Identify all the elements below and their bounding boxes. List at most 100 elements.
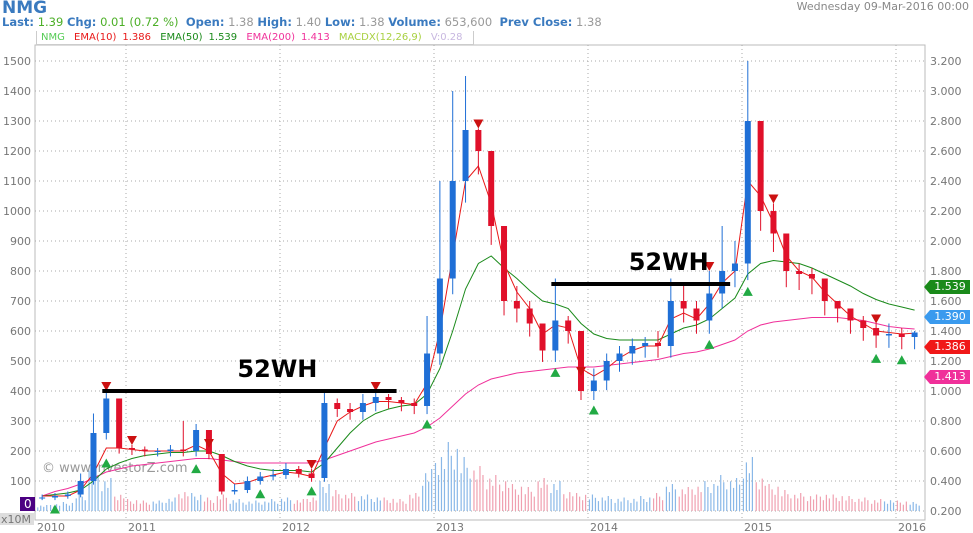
volume-bar — [588, 499, 591, 511]
volume-bar — [312, 497, 314, 511]
candle-body — [270, 475, 277, 477]
volume-bar — [283, 501, 286, 511]
volume-bar — [502, 491, 504, 511]
candle-body — [578, 331, 585, 391]
volume-bar — [636, 501, 638, 511]
volume-value: 653,600 — [444, 15, 493, 29]
volume-bar — [142, 500, 144, 511]
volume-bar — [84, 500, 86, 511]
volume-bar — [845, 500, 847, 511]
legend-ema50: EMA(50) — [160, 32, 203, 43]
candle-body — [372, 397, 379, 403]
volume-bar — [473, 470, 475, 511]
legend-symbol: NMG — [41, 32, 65, 43]
left-tick-label: 700 — [10, 295, 31, 308]
left-axis-unit: x10M — [1, 513, 31, 526]
volume-bar — [405, 503, 407, 511]
volume-bar — [768, 484, 770, 511]
candle-body — [231, 490, 238, 492]
volume-bar — [905, 501, 907, 511]
volume-bar — [755, 482, 757, 511]
volume-bar — [242, 502, 244, 511]
volume-bar — [691, 489, 693, 511]
volume-bar — [155, 503, 157, 511]
volume-bar — [899, 502, 901, 511]
candle-body — [257, 476, 264, 481]
candle-body — [783, 233, 790, 271]
volume-bar — [271, 499, 273, 511]
volume-bar — [745, 462, 747, 511]
candle-body — [821, 278, 828, 301]
volume-bar — [815, 494, 818, 511]
volume-bar — [550, 493, 552, 511]
volume-bar — [402, 501, 404, 511]
volume-bar — [537, 481, 539, 511]
candle-body — [359, 403, 366, 412]
volume-bar — [456, 448, 458, 511]
volume-bar — [556, 490, 558, 511]
right-tick-label: 2.400 — [930, 175, 962, 188]
52wh-label: 52WH — [237, 355, 317, 383]
volume-bar — [524, 494, 526, 511]
volume-bar — [286, 497, 289, 511]
sell-signal-icon — [370, 382, 381, 391]
volume-bar — [322, 487, 324, 511]
volume-bar — [915, 503, 917, 511]
volume-bar — [328, 484, 330, 511]
volume-bar — [880, 499, 882, 511]
volume-bar — [232, 500, 234, 511]
candle-body — [770, 211, 777, 234]
volume-bar — [694, 494, 696, 511]
volume-bar — [158, 500, 160, 511]
candle-body — [244, 481, 251, 490]
buy-signal-icon — [896, 355, 907, 365]
volume-bar — [710, 493, 712, 511]
volume-bar — [874, 500, 876, 511]
candle-body — [193, 430, 200, 451]
volume-bar — [665, 486, 668, 511]
volume-bar — [495, 475, 497, 511]
candle-body — [436, 278, 443, 354]
buy-signal-icon — [422, 419, 433, 429]
volume-bar — [229, 503, 231, 511]
high-value: 1.40 — [295, 15, 322, 29]
volume-bar — [867, 500, 869, 511]
volume-bar — [463, 457, 465, 511]
candle-body — [39, 497, 46, 499]
candle-body — [731, 263, 738, 271]
volume-bar — [717, 485, 719, 511]
buy-signal-icon — [255, 489, 266, 499]
volume-bar — [576, 493, 578, 511]
volume-bar — [848, 496, 850, 511]
sell-signal-icon — [203, 439, 214, 448]
volume-bar — [126, 499, 129, 511]
plot-frame — [34, 44, 926, 521]
volume-bar — [787, 494, 789, 511]
right-tick-label: 2.800 — [930, 115, 962, 128]
volume-bar — [553, 484, 555, 511]
buy-signal-icon — [742, 286, 753, 296]
volume-bar — [889, 500, 892, 511]
volume-bar — [892, 502, 895, 511]
volume-bar — [854, 502, 856, 511]
candle-body — [526, 308, 533, 324]
legend-macd: MACDX(12,26,9) — [338, 32, 422, 43]
volume-bar — [720, 475, 722, 511]
volume-bar — [594, 497, 597, 511]
volume-bar — [325, 493, 327, 511]
volume-bar — [110, 478, 112, 511]
volume-bar — [453, 469, 455, 511]
last-value: 1.39 — [37, 15, 64, 29]
volume-bar — [466, 467, 468, 511]
volume-bar — [399, 499, 401, 511]
candle-body — [218, 454, 225, 492]
volume-bar — [723, 482, 725, 511]
volume-bar — [896, 500, 898, 511]
volume-bar — [206, 497, 209, 511]
volume-bar — [909, 504, 911, 511]
volume-bar — [835, 497, 837, 511]
ema200-price-tag: 1.413 — [924, 370, 970, 384]
volume-bar — [97, 475, 99, 511]
legend-ema10-value: 1.386 — [122, 32, 152, 43]
